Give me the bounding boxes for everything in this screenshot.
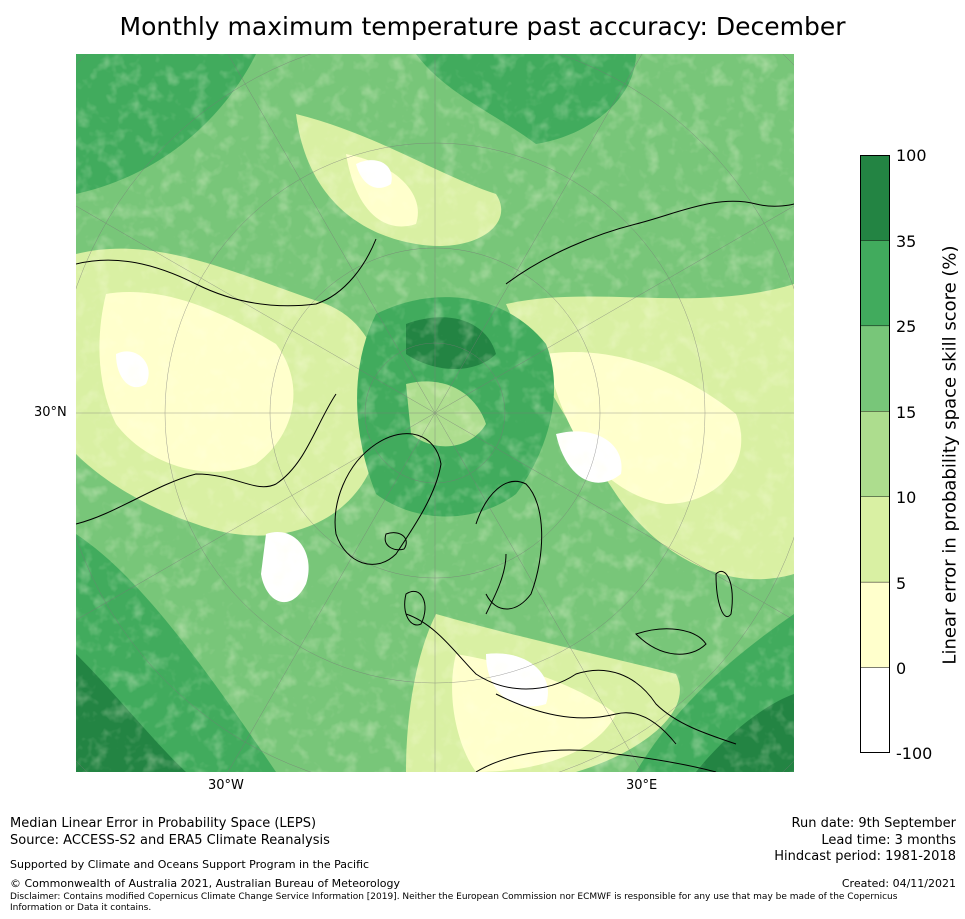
- colorbar-bin: [860, 411, 890, 497]
- footer-source: Source: ACCESS-S2 and ERA5 Climate Reana…: [10, 833, 330, 848]
- colorbar-tick: 15: [896, 403, 917, 422]
- map-title: Monthly maximum temperature past accurac…: [119, 12, 846, 41]
- coastline-north-africa: [475, 749, 717, 772]
- coastline-british-isles: [404, 591, 426, 626]
- colorbar-tick: 0: [896, 659, 907, 678]
- coastline-siberia: [505, 200, 794, 285]
- coastline-black-sea: [635, 628, 707, 655]
- coastline-greenland: [334, 433, 442, 565]
- colorbar-bin: [860, 581, 890, 668]
- footer-copyright: © Commonwealth of Australia 2021, Austra…: [10, 877, 400, 890]
- colorbar-label: Linear error in probability space skill …: [939, 245, 961, 665]
- colorbar-bin: [860, 667, 890, 753]
- colorbar-bin: [860, 496, 890, 583]
- lon-label-30w: 30°W: [208, 778, 244, 793]
- footer-supported: Supported by Climate and Oceans Support …: [10, 858, 370, 871]
- coastline-mediterranean: [495, 693, 677, 745]
- footer-disclaimer-1: Disclaimer: Contains modified Copernicus…: [10, 892, 898, 902]
- polar-skill-map: [76, 54, 794, 772]
- coastline-iceland: [384, 532, 407, 551]
- colorbar-bin: [860, 240, 890, 327]
- colorbar-tick: 5: [896, 574, 907, 593]
- colorbar-bin: [860, 325, 890, 412]
- coastline-europe: [405, 553, 737, 745]
- footer-lead-time: Lead time: 3 months: [821, 833, 956, 848]
- lon-label-30e: 30°E: [626, 778, 658, 793]
- colorbar-tick: 10: [896, 488, 917, 507]
- coastline-caspian: [715, 571, 733, 617]
- coastline-scandinavia: [475, 480, 543, 610]
- colorbar-tick: 35: [896, 232, 917, 251]
- footer-run-date: Run date: 9th September: [791, 816, 956, 831]
- graticule: [76, 54, 794, 772]
- colorbar-bin: [860, 155, 890, 241]
- colorbar-tick: 100: [896, 146, 927, 165]
- footer-disclaimer-2: Information or Data it contains.: [10, 903, 152, 913]
- coastline-north-america: [76, 238, 377, 525]
- colorbar-tick: -100: [896, 744, 933, 763]
- colorbar: [860, 155, 890, 753]
- footer-created: Created: 04/11/2021: [841, 877, 956, 890]
- colorbar-tick: 25: [896, 317, 917, 336]
- coastlines: [76, 200, 794, 772]
- lat-label-30n: 30°N: [34, 405, 67, 420]
- footer-hindcast: Hindcast period: 1981-2018: [774, 849, 956, 864]
- footer-leps: Median Linear Error in Probability Space…: [10, 816, 317, 831]
